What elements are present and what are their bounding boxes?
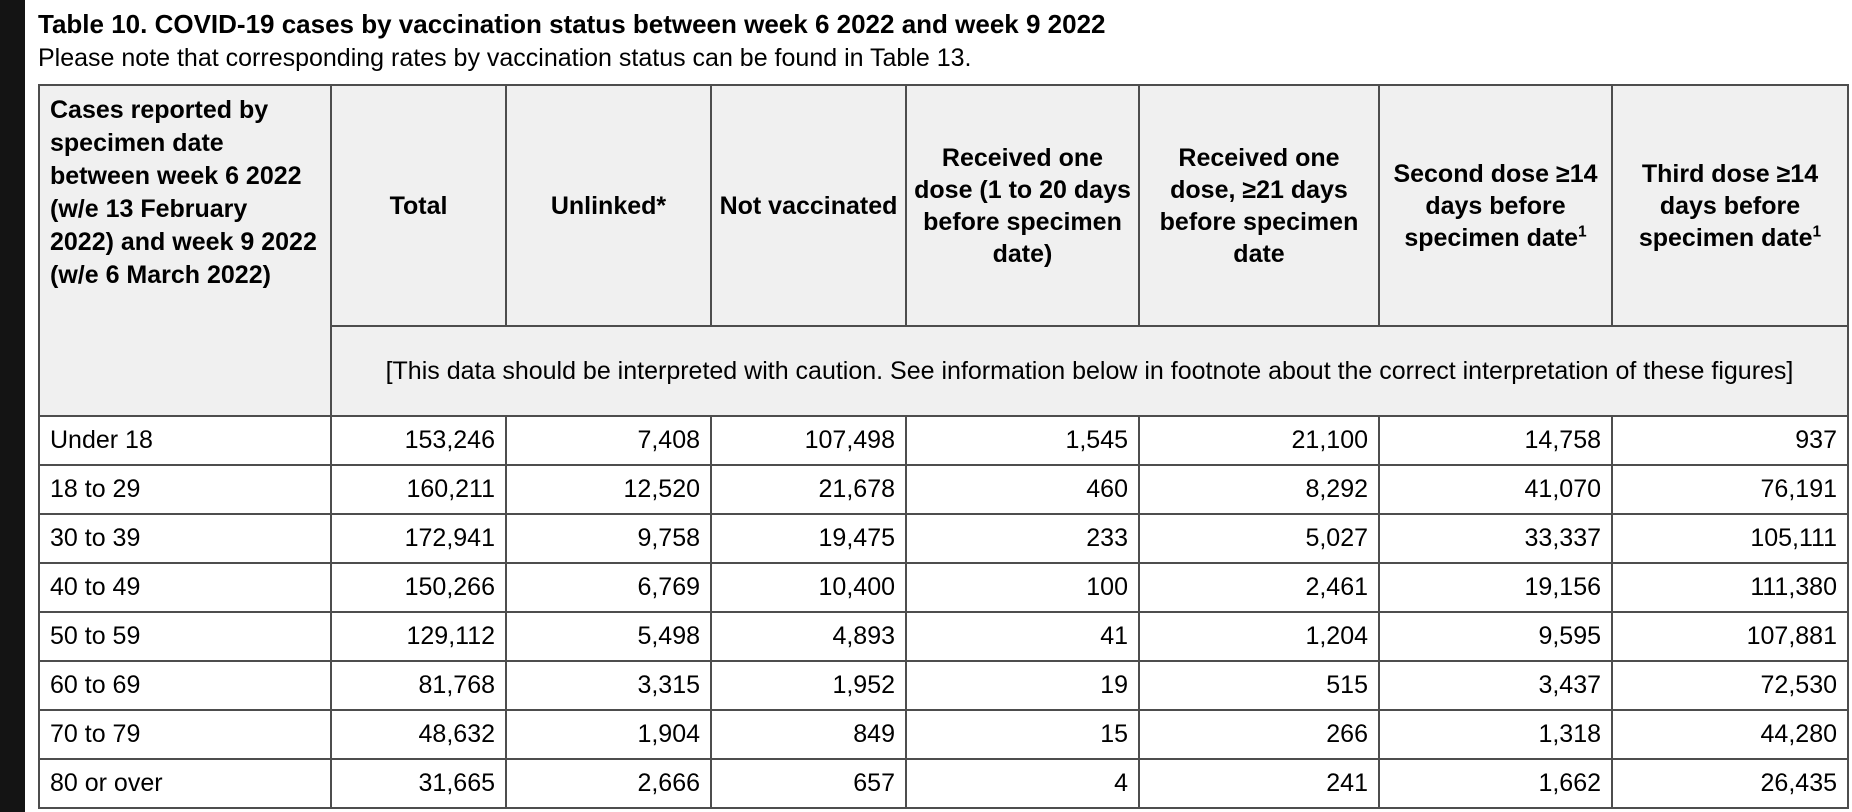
table-cell: 4,893 <box>710 611 907 662</box>
table-cell: 19,475 <box>710 513 907 564</box>
table-subtitle: Please note that corresponding rates by … <box>38 44 972 72</box>
table-cell: 1,662 <box>1378 758 1613 809</box>
column-header-label: Received one dose, ≥21 days before speci… <box>1159 143 1359 268</box>
table-cell: 160,211 <box>330 464 507 515</box>
report-page: Table 10. COVID-19 cases by vaccination … <box>38 6 1849 809</box>
table-cell: 105,111 <box>1611 513 1849 564</box>
table-row: Under 18 153,246 7,408 107,498 1,545 21,… <box>38 415 1849 466</box>
column-header-label: Total <box>389 191 448 220</box>
table-cell: 4 <box>905 758 1140 809</box>
table-cell: 76,191 <box>1611 464 1849 515</box>
table-cell: 19 <box>905 660 1140 711</box>
table-cell: 241 <box>1138 758 1380 809</box>
table-cell: 233 <box>905 513 1140 564</box>
row-label: 30 to 39 <box>38 513 332 564</box>
column-header-one-dose-21-days: Received one dose, ≥21 days before speci… <box>1138 84 1380 327</box>
column-header-one-dose-1-20-days: Received one dose (1 to 20 days before s… <box>905 84 1140 327</box>
table-cell: 9,758 <box>505 513 712 564</box>
column-header-label: Not vaccinated <box>719 191 898 220</box>
table-cell: 26,435 <box>1611 758 1849 809</box>
table-cell: 6,769 <box>505 562 712 613</box>
table-cell: 5,027 <box>1138 513 1380 564</box>
table-cell: 100 <box>905 562 1140 613</box>
header-row: Cases reported by specimen date between … <box>38 84 1849 417</box>
table-cell: 33,337 <box>1378 513 1613 564</box>
column-header-label: Second dose ≥14 days before specimen dat… <box>1393 159 1598 252</box>
table-cell: 1,318 <box>1378 709 1613 760</box>
caution-note: [This data should be interpreted with ca… <box>330 325 1849 417</box>
table-row: 40 to 49 150,266 6,769 10,400 100 2,461 … <box>38 562 1849 613</box>
row-label: 60 to 69 <box>38 660 332 711</box>
column-header-label: Received one dose (1 to 20 days before s… <box>914 143 1131 268</box>
column-header-unlinked: Unlinked* <box>505 84 712 327</box>
table-cell: 41,070 <box>1378 464 1613 515</box>
row-label: Under 18 <box>38 415 332 466</box>
table-cell: 460 <box>905 464 1140 515</box>
table-row: 60 to 69 81,768 3,315 1,952 19 515 3,437… <box>38 660 1849 711</box>
table-cell: 15 <box>905 709 1140 760</box>
table-cell: 48,632 <box>330 709 507 760</box>
table-cell: 849 <box>710 709 907 760</box>
table-cell: 153,246 <box>330 415 507 466</box>
table-cell: 21,100 <box>1138 415 1380 466</box>
row-label: 40 to 49 <box>38 562 332 613</box>
table-cell: 1,952 <box>710 660 907 711</box>
table-cell: 44,280 <box>1611 709 1849 760</box>
table-cell: 1,204 <box>1138 611 1380 662</box>
table-cell: 10,400 <box>710 562 907 613</box>
row-label: 50 to 59 <box>38 611 332 662</box>
table-cell: 1,904 <box>505 709 712 760</box>
table-cell: 172,941 <box>330 513 507 564</box>
table-cell: 111,380 <box>1611 562 1849 613</box>
column-header-total: Total <box>330 84 507 327</box>
table-cell: 9,595 <box>1378 611 1613 662</box>
table-cell: 7,408 <box>505 415 712 466</box>
row-label: 80 or over <box>38 758 332 809</box>
table-cell: 41 <box>905 611 1140 662</box>
table-cell: 2,666 <box>505 758 712 809</box>
row-label: 18 to 29 <box>38 464 332 515</box>
table-cell: 150,266 <box>330 562 507 613</box>
table-row: 80 or over 31,665 2,666 657 4 241 1,662 … <box>38 758 1849 809</box>
table-row: 70 to 79 48,632 1,904 849 15 266 1,318 4… <box>38 709 1849 760</box>
table-cell: 19,156 <box>1378 562 1613 613</box>
table-row: 18 to 29 160,211 12,520 21,678 460 8,292… <box>38 464 1849 515</box>
row-label: 70 to 79 <box>38 709 332 760</box>
column-header-second-dose: Second dose ≥14 days before specimen dat… <box>1378 84 1613 327</box>
table-title: Table 10. COVID-19 cases by vaccination … <box>38 9 1106 39</box>
table-cell: 81,768 <box>330 660 507 711</box>
table-cell: 515 <box>1138 660 1380 711</box>
table-cell: 12,520 <box>505 464 712 515</box>
table-cell: 8,292 <box>1138 464 1380 515</box>
footnote-marker: 1 <box>1578 223 1587 241</box>
table-cell: 2,461 <box>1138 562 1380 613</box>
table-cell: 31,665 <box>330 758 507 809</box>
table-cell: 3,437 <box>1378 660 1613 711</box>
table-cell: 107,881 <box>1611 611 1849 662</box>
column-header-third-dose: Third dose ≥14 days before specimen date… <box>1611 84 1849 327</box>
table-cell: 72,530 <box>1611 660 1849 711</box>
table-cell: 266 <box>1138 709 1380 760</box>
table-cell: 657 <box>710 758 907 809</box>
column-header-cases-reported: Cases reported by specimen date between … <box>38 84 332 417</box>
column-header-label: Third dose ≥14 days before specimen date <box>1638 159 1819 252</box>
caution-row: [This data should be interpreted with ca… <box>39 325 1849 417</box>
table-row: 50 to 59 129,112 5,498 4,893 41 1,204 9,… <box>38 611 1849 662</box>
covid-cases-by-vaccination-status-table: Cases reported by specimen date between … <box>38 84 1849 809</box>
table-cell: 937 <box>1611 415 1849 466</box>
table-cell: 107,498 <box>710 415 907 466</box>
table-cell: 14,758 <box>1378 415 1613 466</box>
left-black-bar <box>0 0 25 812</box>
table-cell: 1,545 <box>905 415 1140 466</box>
table-cell: 5,498 <box>505 611 712 662</box>
column-header-label: Unlinked* <box>550 191 667 220</box>
footnote-marker: 1 <box>1812 223 1822 241</box>
column-header-not-vaccinated: Not vaccinated <box>710 84 907 327</box>
table-row: 30 to 39 172,941 9,758 19,475 233 5,027 … <box>38 513 1849 564</box>
table-cell: 129,112 <box>330 611 507 662</box>
table-cell: 21,678 <box>710 464 907 515</box>
table-cell: 3,315 <box>505 660 712 711</box>
